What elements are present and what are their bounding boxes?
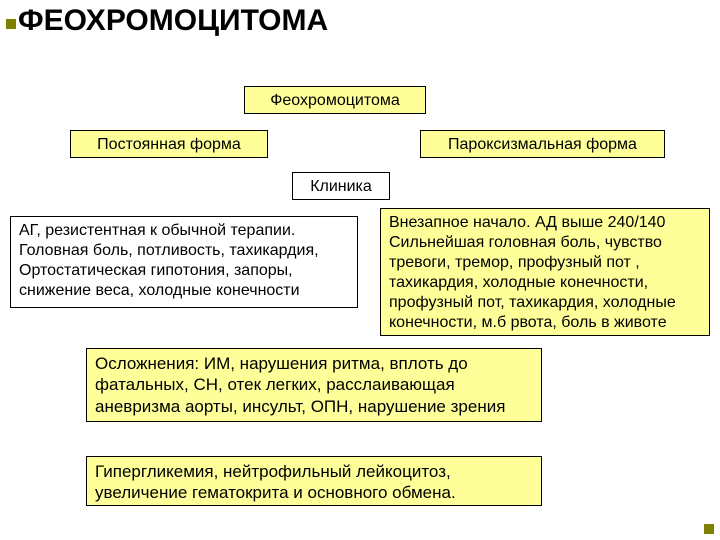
box-clinic: Клиника xyxy=(292,172,390,200)
box-symptoms-left: АГ, резистентная к обычной терапии. Голо… xyxy=(10,216,358,308)
box-root: Феохромоцитома xyxy=(244,86,426,114)
box-symptoms-right: Внезапное начало. АД выше 240/140 Сильне… xyxy=(380,208,710,336)
bullet-bottom-right xyxy=(704,524,714,534)
bullet-top-left xyxy=(6,19,16,29)
box-complications: Осложнения: ИМ, нарушения ритма, вплоть … xyxy=(86,348,542,422)
box-form-paroxysmal: Пароксизмальная форма xyxy=(420,130,665,158)
box-lab: Гипергликемия, нейтрофильный лейкоцитоз,… xyxy=(86,456,542,506)
slide-title: ФЕОХРОМОЦИТОМА xyxy=(18,4,328,38)
box-form-constant: Постоянная форма xyxy=(70,130,268,158)
